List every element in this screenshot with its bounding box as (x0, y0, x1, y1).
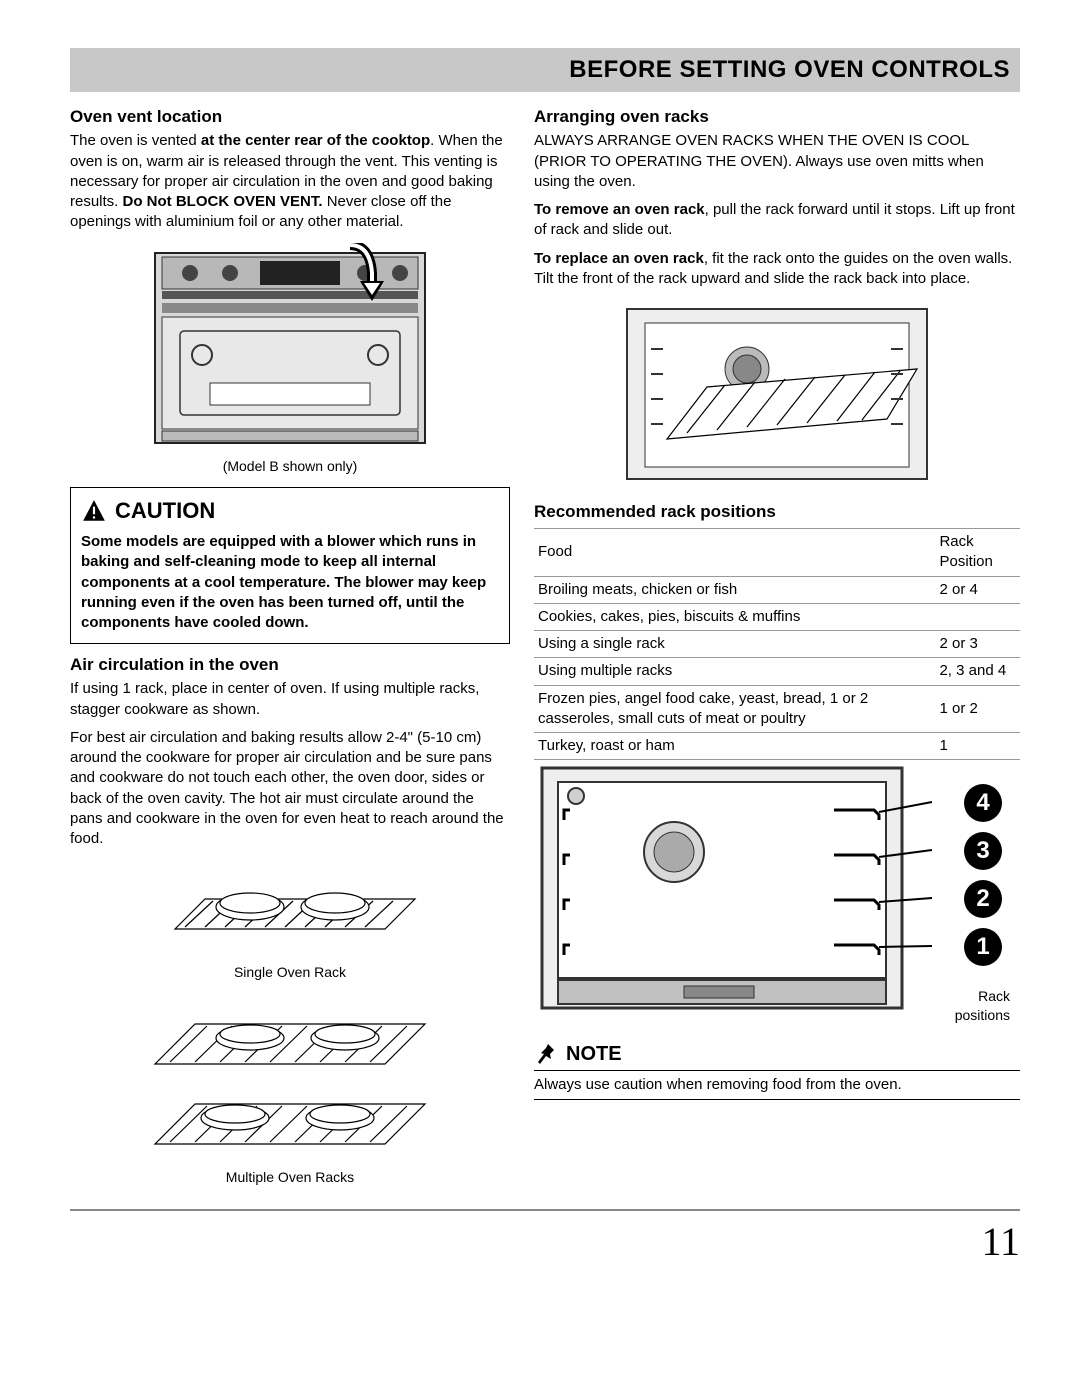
stove-figure-caption: (Model B shown only) (70, 457, 510, 476)
table-cell-food: Frozen pies, angel food cake, yeast, bre… (534, 685, 935, 733)
oven-interior-figure (617, 299, 937, 489)
table-cell-position: 2 or 3 (935, 631, 1020, 658)
table-row: Using a single rack2 or 3 (534, 631, 1020, 658)
page-divider (70, 1209, 1020, 1211)
table-cell-position: 1 (935, 733, 1020, 760)
table-row: Frozen pies, angel food cake, yeast, bre… (534, 685, 1020, 733)
page-number: 11 (70, 1215, 1020, 1269)
multiple-racks-figure (145, 994, 435, 1164)
heading-vent-location: Oven vent location (70, 106, 510, 129)
table-head-position: Rack Position (935, 529, 1020, 577)
table-row: Cookies, cakes, pies, biscuits & muffins (534, 603, 1020, 630)
rack-number-badge: 3 (964, 832, 1002, 870)
table-cell-position (935, 603, 1020, 630)
single-rack-figure (155, 859, 425, 959)
rack-label-b: positions (955, 1007, 1010, 1023)
air-p1: If using 1 rack, place in center of oven… (70, 679, 510, 720)
table-cell-food: Cookies, cakes, pies, biscuits & muffins (534, 603, 935, 630)
vent-paragraph: The oven is vented at the center rear of… (70, 131, 510, 232)
left-column: Oven vent location The oven is vented at… (70, 106, 510, 1199)
heading-recommended-positions: Recommended rack positions (534, 501, 1020, 524)
vent-text-b: at the center rear of the cooktop (201, 132, 430, 149)
pushpin-icon (534, 1042, 558, 1066)
air-p2: For best air circulation and baking resu… (70, 728, 510, 850)
heading-arranging-racks: Arranging oven racks (534, 106, 1020, 129)
table-cell-food: Using a single rack (534, 631, 935, 658)
table-cell-food: Using multiple racks (534, 658, 935, 685)
warning-triangle-icon (81, 498, 107, 524)
note-text: Always use caution when removing food fr… (534, 1076, 902, 1093)
table-head-food: Food (534, 529, 935, 577)
table-cell-position: 2 or 4 (935, 576, 1020, 603)
arranging-p1: ALWAYS ARRANGE OVEN RACKS WHEN THE OVEN … (534, 131, 1020, 192)
rack-label-a: Rack (978, 988, 1010, 1004)
rack-number-badge: 2 (964, 880, 1002, 918)
heading-air-circulation: Air circulation in the oven (70, 654, 510, 677)
arranging-replace: To replace an oven rack, fit the rack on… (534, 249, 1020, 290)
page-title-bar: BEFORE SETTING OVEN CONTROLS (70, 48, 1020, 92)
vent-text-d: Do Not BLOCK OVEN VENT. (123, 193, 323, 210)
note-label: NOTE (566, 1041, 622, 1068)
rack-number-badge: 4 (964, 784, 1002, 822)
table-row: Turkey, roast or ham1 (534, 733, 1020, 760)
table-cell-food: Turkey, roast or ham (534, 733, 935, 760)
right-column: Arranging oven racks ALWAYS ARRANGE OVEN… (534, 106, 1020, 1199)
replace-bold: To replace an oven rack (534, 250, 704, 267)
table-row: Using multiple racks2, 3 and 4 (534, 658, 1020, 685)
remove-bold: To remove an oven rack (534, 201, 705, 218)
table-row: Broiling meats, chicken or fish2 or 4 (534, 576, 1020, 603)
multiple-racks-caption: Multiple Oven Racks (70, 1168, 510, 1187)
table-cell-position: 2, 3 and 4 (935, 658, 1020, 685)
caution-text: Some models are equipped with a blower w… (81, 532, 499, 633)
single-rack-caption: Single Oven Rack (70, 963, 510, 982)
table-cell-position: 1 or 2 (935, 685, 1020, 733)
vent-text-a: The oven is vented (70, 132, 201, 149)
rack-positions-table: Food Rack Position Broiling meats, chick… (534, 528, 1020, 760)
rack-number-badge: 1 (964, 928, 1002, 966)
stove-vent-figure (140, 243, 440, 453)
rack-positions-figure: 4 3 2 1 Rack positions (534, 760, 1020, 1026)
caution-label: CAUTION (115, 496, 215, 526)
table-cell-food: Broiling meats, chicken or fish (534, 576, 935, 603)
caution-box: CAUTION Some models are equipped with a … (70, 487, 510, 644)
arranging-remove: To remove an oven rack, pull the rack fo… (534, 200, 1020, 241)
